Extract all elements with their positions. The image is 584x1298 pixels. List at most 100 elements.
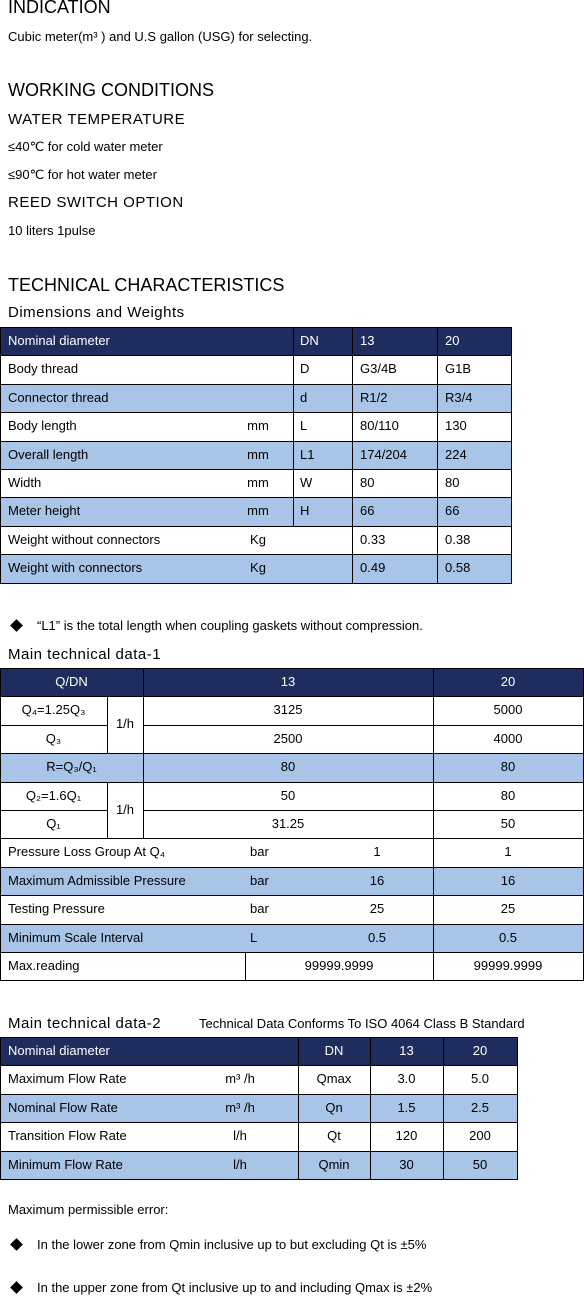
value: 99999.9999 — [473, 958, 543, 973]
table-cell — [437, 327, 512, 357]
value: 2.5 — [470, 1099, 490, 1115]
value: 25 — [369, 901, 385, 917]
text: ≤90℃ for hot water meter — [8, 167, 157, 182]
row-label: Testing Pressure — [8, 901, 105, 917]
table-cell — [0, 895, 434, 925]
value: 2500 — [273, 730, 303, 746]
row-label: Width — [8, 475, 42, 490]
symbol: D — [300, 361, 310, 377]
row-label: Nominal diameter — [8, 1043, 110, 1058]
text: ≤40℃ for cold water meter — [8, 139, 163, 154]
symbol: W — [300, 475, 313, 490]
symbol: d — [300, 389, 308, 405]
table-cell — [443, 1150, 518, 1180]
text: In the upper zone from Qt inclusive up t… — [37, 1280, 433, 1295]
unit: 1/h — [115, 801, 135, 817]
row-label: Nominal Flow Rate — [8, 1099, 118, 1115]
value: 0.5 — [498, 929, 518, 945]
table-cell — [352, 355, 438, 385]
value: 0.58 — [445, 560, 471, 576]
symbol: Qmin — [318, 1156, 350, 1172]
table-cell — [437, 412, 512, 442]
note: “L1” is the total length when coupling g… — [37, 618, 423, 633]
table-cell — [143, 781, 434, 811]
table-cell — [370, 1037, 444, 1067]
row-label: Transition Flow Rate — [8, 1128, 127, 1144]
unit: Kg — [250, 560, 266, 576]
value: 13 — [280, 674, 296, 689]
unit: l/h — [233, 1156, 247, 1172]
value: 5000 — [493, 702, 523, 718]
row-label: Weight without connectors — [8, 531, 161, 547]
value: 31.25 — [271, 816, 305, 831]
symbol: L1 — [300, 446, 315, 462]
symbol: Qmax — [316, 1071, 352, 1087]
table-cell — [0, 1122, 299, 1152]
value: 30 — [399, 1156, 414, 1172]
heading: INDICATION — [8, 0, 111, 17]
row-label: Q₃ — [45, 730, 62, 746]
value: 120 — [395, 1128, 418, 1144]
symbol: Qt — [327, 1128, 341, 1144]
value: 5.0 — [470, 1071, 490, 1087]
symbol: H — [300, 503, 310, 519]
unit: bar — [250, 872, 269, 888]
table-cell — [433, 895, 584, 925]
row-label: Q₁ — [46, 816, 61, 831]
unit: mm — [247, 446, 269, 462]
table-cell — [433, 810, 584, 840]
value: 50 — [472, 1156, 488, 1172]
row-label: Nominal diameter — [8, 333, 110, 348]
value: 4000 — [493, 730, 523, 746]
table-cell — [433, 838, 584, 868]
table-cell — [298, 1065, 371, 1095]
unit: mm — [247, 503, 269, 519]
row-label: Body thread — [8, 361, 79, 377]
unit: bar — [250, 844, 269, 860]
value: 80 — [500, 759, 516, 775]
table-cell — [293, 327, 353, 357]
table-cell — [0, 923, 434, 953]
value: 0.5 — [367, 929, 387, 945]
subheading: Dimensions and Weights — [8, 304, 185, 321]
table-cell — [0, 383, 294, 414]
row-label: Minimum Flow Rate — [8, 1156, 123, 1172]
table-cell — [433, 923, 584, 953]
value: 99999.9999 — [304, 958, 374, 973]
symbol: DN — [324, 1043, 344, 1058]
table-cell — [443, 1093, 518, 1124]
table-cell — [352, 412, 438, 442]
table-cell — [437, 440, 512, 470]
value: G1B — [445, 361, 472, 377]
symbol: L — [300, 418, 308, 434]
row-label: Connector thread — [8, 389, 109, 405]
bullet — [10, 1281, 23, 1294]
table-cell — [437, 554, 512, 584]
value: 0.49 — [360, 560, 386, 576]
table-cell — [437, 383, 512, 414]
subheading: Main technical data-1 — [8, 646, 162, 663]
table-cell — [245, 952, 434, 982]
table-cell — [0, 554, 353, 584]
symbol: Qn — [325, 1099, 343, 1115]
row-label: Body length — [8, 418, 77, 434]
row-label: Maximum Admissible Pressure — [8, 872, 186, 888]
table-cell — [433, 668, 584, 698]
table-cell — [293, 412, 353, 442]
row-label: Q₂=1.6Q₁ — [25, 787, 82, 803]
table-cell — [0, 497, 294, 527]
value: 50 — [500, 816, 516, 831]
row-label: Max.reading — [8, 958, 80, 973]
value: 80 — [360, 475, 375, 490]
text: Maximum permissible error: — [8, 1202, 169, 1217]
table-cell — [0, 412, 294, 442]
table-cell — [0, 952, 246, 982]
value: 1.5 — [397, 1099, 416, 1115]
table-cell — [443, 1037, 518, 1067]
value: 66 — [445, 503, 460, 519]
value: R3/4 — [445, 389, 473, 405]
value: 0.38 — [445, 531, 471, 547]
subtitle: Technical Data Conforms To ISO 4064 Clas… — [199, 1016, 525, 1031]
table-cell — [293, 469, 353, 499]
